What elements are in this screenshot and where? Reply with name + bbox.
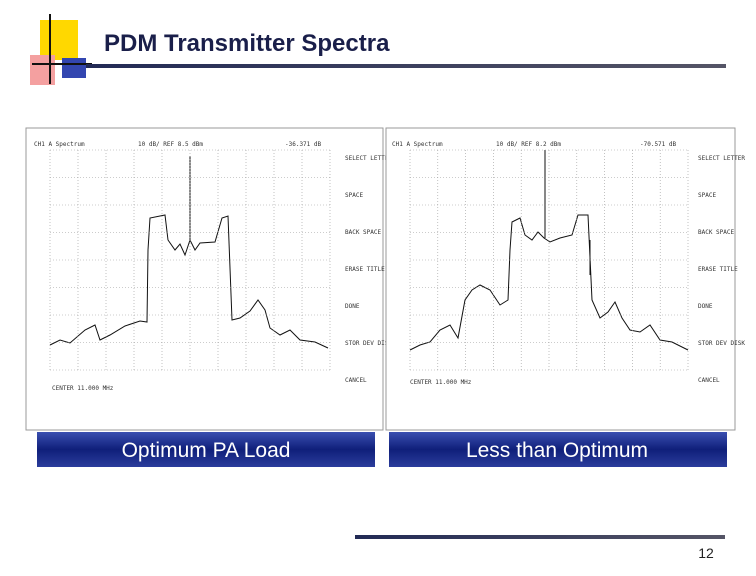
softkey: SPACE	[345, 192, 363, 199]
screen-label: CH1 A Spectrum	[392, 141, 443, 148]
screen-marker: -70.571 dB	[640, 141, 677, 148]
screen-label: CH1 A Spectrum	[34, 141, 85, 148]
softkey: CANCEL	[698, 377, 720, 384]
screen-marker: -36.371 dB	[285, 141, 322, 148]
softkey: DONE	[345, 303, 360, 310]
footer-rule	[355, 535, 725, 539]
screen-scale: 10 dB/ REF 8.2 dBm	[496, 141, 561, 148]
slide-title: PDM Transmitter Spectra	[104, 30, 390, 57]
caption: Optimum PA Load	[122, 439, 291, 462]
title-rule	[86, 64, 726, 68]
caption-bar	[389, 432, 727, 467]
caption: Less than Optimum	[466, 439, 648, 462]
spectrum-panel: Optimum PA Load CH1 A Spectrum 10 dB/ RE…	[25, 127, 392, 467]
softkey: CANCEL	[345, 377, 367, 384]
softkey: ERASE TITLE	[698, 266, 738, 273]
spectrum-panel: Less than Optimum CH1 A Spectrum 10 dB/ …	[385, 127, 745, 467]
logo	[30, 14, 92, 85]
softkey: STOR DEV DISK	[698, 340, 745, 347]
screen-center: CENTER 11.000 MHz	[52, 385, 114, 392]
softkey: SPACE	[698, 192, 716, 199]
page-number: 12	[698, 545, 714, 561]
panel-frame	[385, 127, 736, 431]
spectrum-trace	[409, 214, 689, 351]
softkey: DONE	[698, 303, 713, 310]
softkey: ERASE TITLE	[345, 266, 385, 273]
softkey: STOR DEV DISK	[345, 340, 392, 347]
panel-frame	[25, 127, 384, 431]
caption-bar	[37, 432, 375, 467]
screen-center: CENTER 11.000 MHz	[410, 379, 472, 386]
softkey: SELECT LETTER	[345, 155, 392, 162]
screen-scale: 10 dB/ REF 8.5 dBm	[138, 141, 203, 148]
softkey: BACK SPACE	[698, 229, 735, 236]
spectrum-trace	[49, 214, 329, 349]
softkey: SELECT LETTER	[698, 155, 745, 162]
softkey: BACK SPACE	[345, 229, 382, 236]
